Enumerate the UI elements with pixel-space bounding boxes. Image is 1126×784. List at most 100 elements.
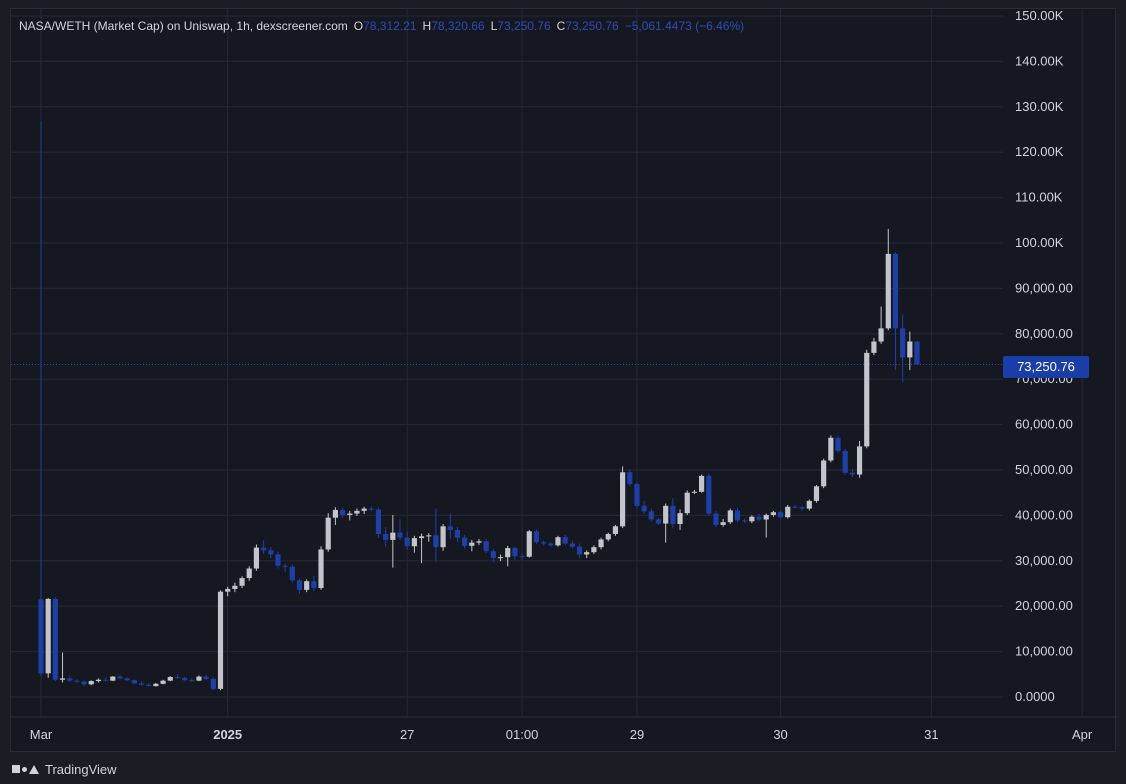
candle-body [871,341,877,353]
candle-body [548,543,554,546]
candle-body [189,680,195,682]
candle [548,541,554,548]
candle [734,508,741,523]
candle [849,469,855,478]
candle [576,543,583,558]
candle [541,540,547,546]
candle-body [45,598,51,674]
candle-body [411,538,417,547]
candle [246,566,252,581]
candle-body [146,684,152,687]
candle-body [497,557,504,559]
candlestick-chart[interactable]: 0.0000 10,000.00 20,000.00 30,000.00 40,000.… [11,9,1117,753]
candle-body [311,581,317,589]
candle-body [390,532,396,540]
ohlc-open: O78,312.21 [353,19,417,33]
candle-body [490,551,496,559]
candle-body [598,539,604,548]
candle-body [655,519,662,524]
chart-legend: NASA/WETH (Market Cap) on Uniswap, 1h, d… [19,19,744,33]
candle-body [734,510,741,521]
candle-body [727,510,733,523]
candle [591,545,597,554]
candle-body [627,472,633,485]
candle-body [375,509,382,535]
candle-body [117,676,123,679]
candle-body [770,512,776,515]
candle [627,469,633,487]
candle-body [483,541,489,552]
candle-body [634,484,640,506]
candle [756,514,762,522]
candle [304,579,310,593]
candle-body [533,531,540,543]
candle-body [153,683,159,687]
candle-body [469,542,475,546]
candle-body [225,588,231,592]
candle [217,590,224,691]
x-tick-label: 27 [400,727,414,742]
chart-frame: 0.0000 10,000.00 20,000.00 30,000.00 40,000.… [10,8,1117,753]
candle-body [332,509,338,518]
candle [749,515,755,524]
tradingview-brand[interactable]: TradingView [45,761,117,777]
candle [318,546,324,590]
ohlc-high: H78,320.66 [422,19,485,33]
candle [88,680,94,686]
candle [785,504,791,519]
candle-body [648,511,654,520]
tradingview-logo-icon[interactable] [12,764,39,774]
candle-body [519,556,525,558]
candle [289,564,295,583]
candle [878,306,884,344]
candle-body [59,678,66,680]
candle-body [749,516,755,522]
candle [261,540,267,554]
y-tick-label: 80,000.00 [1015,326,1073,341]
candle [275,551,281,569]
candle [390,514,396,568]
candle-body [612,526,619,535]
candle [189,678,195,683]
candle [914,341,920,365]
candle [138,681,145,686]
candle-body [261,547,267,551]
candle-body [354,510,360,514]
candle-body [275,554,281,566]
candle [383,527,389,547]
candle [900,314,906,383]
candle-body [885,253,891,329]
candle [648,508,654,522]
candle-body [900,328,906,358]
y-tick-label: 110.00K [1015,190,1063,205]
candle [404,531,410,550]
candle-body [914,341,920,365]
candle-body [706,475,712,514]
candle-body [677,513,683,525]
candle-body [418,536,425,539]
candle-body [368,508,374,510]
candle [131,679,137,685]
candle [153,682,159,687]
candle-body [246,568,252,579]
candle-body [591,547,597,553]
candle [684,490,690,515]
candle-body [454,529,461,538]
candle [634,482,640,508]
candle [641,500,647,515]
candle [210,677,216,691]
candle-body [720,522,726,525]
candle [828,435,834,463]
candle-body [605,534,611,540]
candle-body [268,550,274,555]
candle [95,678,102,683]
candle [742,518,748,524]
candle-body [325,517,331,550]
candle-body [138,683,145,685]
x-tick-label: 2025 [213,727,242,742]
candle-body [67,678,73,681]
candle [296,578,303,594]
candle-body [182,677,188,681]
candle [670,498,676,529]
candle [347,510,353,521]
